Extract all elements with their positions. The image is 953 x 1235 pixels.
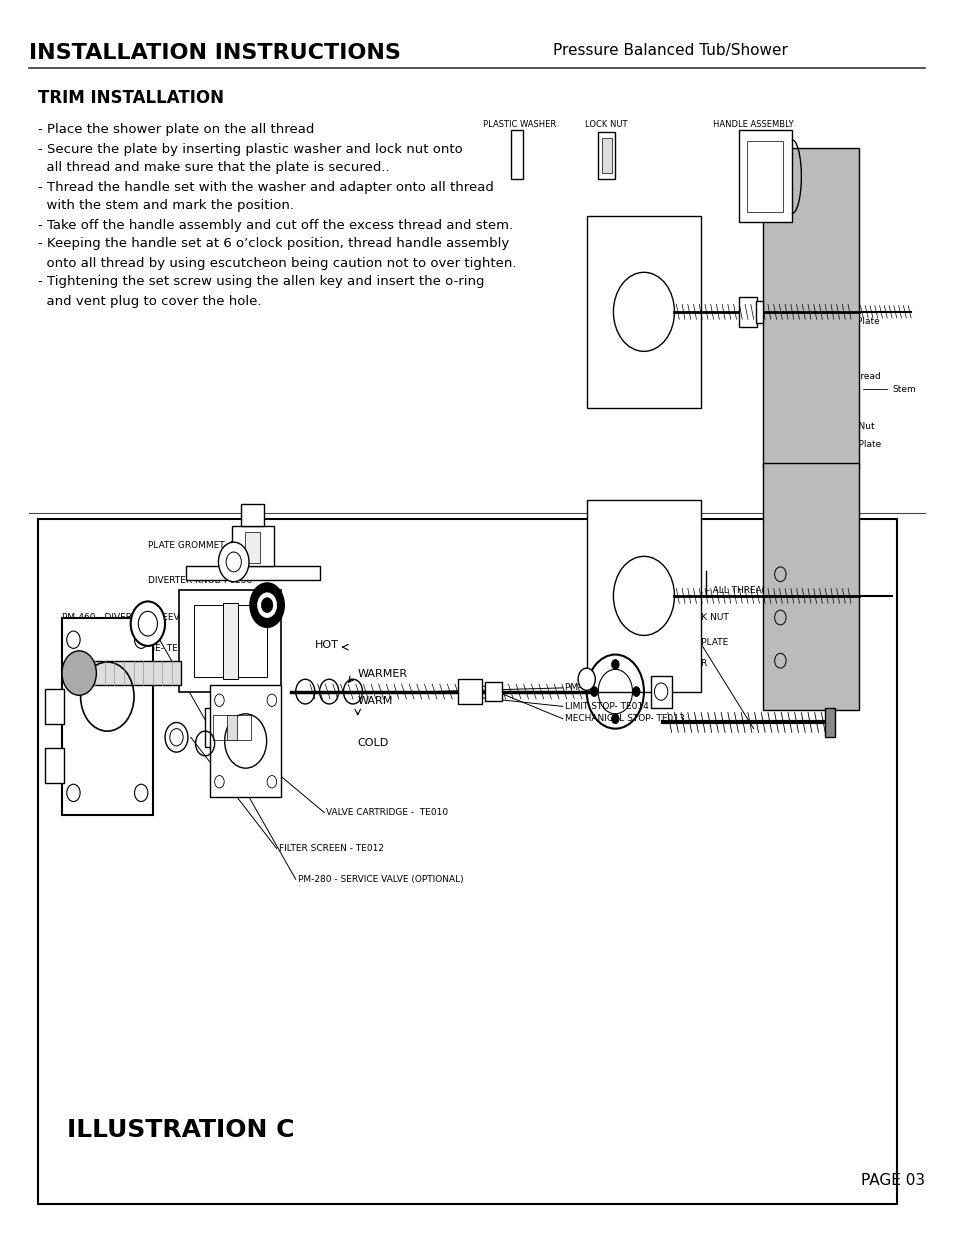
Text: LOCK NUT: LOCK NUT: [584, 120, 626, 128]
Bar: [38, 519, 896, 1204]
Text: PLATE GROMMET- PM-465: PLATE GROMMET- PM-465: [148, 541, 263, 551]
Bar: [210, 685, 281, 797]
Bar: [586, 216, 700, 408]
Bar: [598, 132, 615, 179]
Bar: [222, 603, 237, 679]
Circle shape: [138, 611, 157, 636]
Bar: [179, 590, 281, 692]
Text: HOT: HOT: [314, 640, 338, 650]
Bar: [739, 296, 756, 326]
Text: VALVE CARTRIDGE -  TE010: VALVE CARTRIDGE - TE010: [326, 808, 448, 818]
Text: Trim Plate: Trim Plate: [834, 316, 879, 326]
Bar: [601, 138, 611, 173]
Text: PLASTIC WASHER: PLASTIC WASHER: [483, 120, 556, 128]
Bar: [91, 661, 181, 685]
Circle shape: [611, 659, 618, 669]
Bar: [186, 566, 319, 580]
Text: DIVERTER CARTRIDGE- TE050: DIVERTER CARTRIDGE- TE050: [62, 643, 195, 653]
Bar: [746, 141, 782, 212]
Circle shape: [62, 651, 96, 695]
Bar: [762, 463, 858, 710]
Bar: [484, 682, 501, 701]
Text: COLD: COLD: [357, 739, 389, 748]
Circle shape: [250, 583, 284, 627]
Bar: [232, 526, 274, 566]
Text: PM-460 - DIVERTER SLEEVE: PM-460 - DIVERTER SLEEVE: [62, 613, 185, 622]
Circle shape: [632, 687, 639, 697]
Text: Pressure Balanced Tub/Shower: Pressure Balanced Tub/Shower: [553, 43, 787, 58]
Bar: [213, 715, 251, 740]
Text: PM-012 - LOCK NUT: PM-012 - LOCK NUT: [640, 613, 728, 622]
Text: PM-280 - SERVICE VALVE (OPTIONAL): PM-280 - SERVICE VALVE (OPTIONAL): [297, 874, 463, 884]
Bar: [245, 532, 260, 563]
Circle shape: [578, 668, 595, 690]
Bar: [457, 679, 481, 704]
Bar: [755, 301, 762, 324]
Text: WARM: WARM: [357, 697, 393, 706]
Text: Lock Nut: Lock Nut: [834, 421, 874, 431]
Circle shape: [131, 601, 165, 646]
Text: TRIM INSTALLATION: TRIM INSTALLATION: [38, 89, 224, 107]
Text: LIMIT STOP- TE014: LIMIT STOP- TE014: [564, 701, 648, 711]
Text: TEFLON WASHER: TEFLON WASHER: [631, 658, 707, 668]
Circle shape: [218, 542, 249, 582]
Bar: [824, 708, 834, 737]
Text: PM-011 - ALL THREAD: PM-011 - ALL THREAD: [669, 585, 767, 595]
Text: Stem: Stem: [891, 384, 915, 394]
Circle shape: [261, 598, 273, 613]
Bar: [62, 618, 152, 815]
Bar: [650, 676, 671, 708]
Bar: [45, 689, 64, 724]
Text: ILLUSTRATION C: ILLUSTRATION C: [67, 1119, 294, 1142]
Bar: [241, 504, 264, 526]
Circle shape: [611, 714, 618, 724]
Text: PAGE 03: PAGE 03: [861, 1173, 924, 1188]
Circle shape: [257, 593, 276, 618]
Circle shape: [590, 687, 598, 697]
Bar: [227, 715, 236, 740]
Text: PM-009 - LOCK PLATE: PM-009 - LOCK PLATE: [631, 637, 727, 647]
Bar: [586, 500, 700, 692]
Bar: [762, 148, 858, 469]
Text: FILTER SCREEN - TE012: FILTER SCREEN - TE012: [278, 844, 383, 853]
Text: PM-007-1 - STEM: PM-007-1 - STEM: [564, 683, 640, 693]
Text: WARMER: WARMER: [357, 669, 408, 679]
Text: HANDLE ASSEMBLY: HANDLE ASSEMBLY: [713, 120, 793, 128]
Circle shape: [226, 552, 241, 572]
Text: INSTALLATION INSTRUCTIONS: INSTALLATION INSTRUCTIONS: [29, 43, 400, 63]
Bar: [205, 708, 258, 747]
Bar: [511, 130, 522, 179]
Bar: [739, 130, 791, 222]
Text: - Place the shower plate on the all thread
- Secure the plate by inserting plast: - Place the shower plate on the all thre…: [38, 124, 517, 308]
Bar: [45, 748, 64, 783]
Text: Lock Plate: Lock Plate: [834, 440, 880, 450]
Text: DIVERTER KNOB-P0258: DIVERTER KNOB-P0258: [148, 576, 252, 585]
Text: All Thread: All Thread: [834, 372, 880, 382]
Bar: [193, 605, 267, 677]
Text: MECHANICAL STOP- TE013: MECHANICAL STOP- TE013: [564, 714, 684, 724]
